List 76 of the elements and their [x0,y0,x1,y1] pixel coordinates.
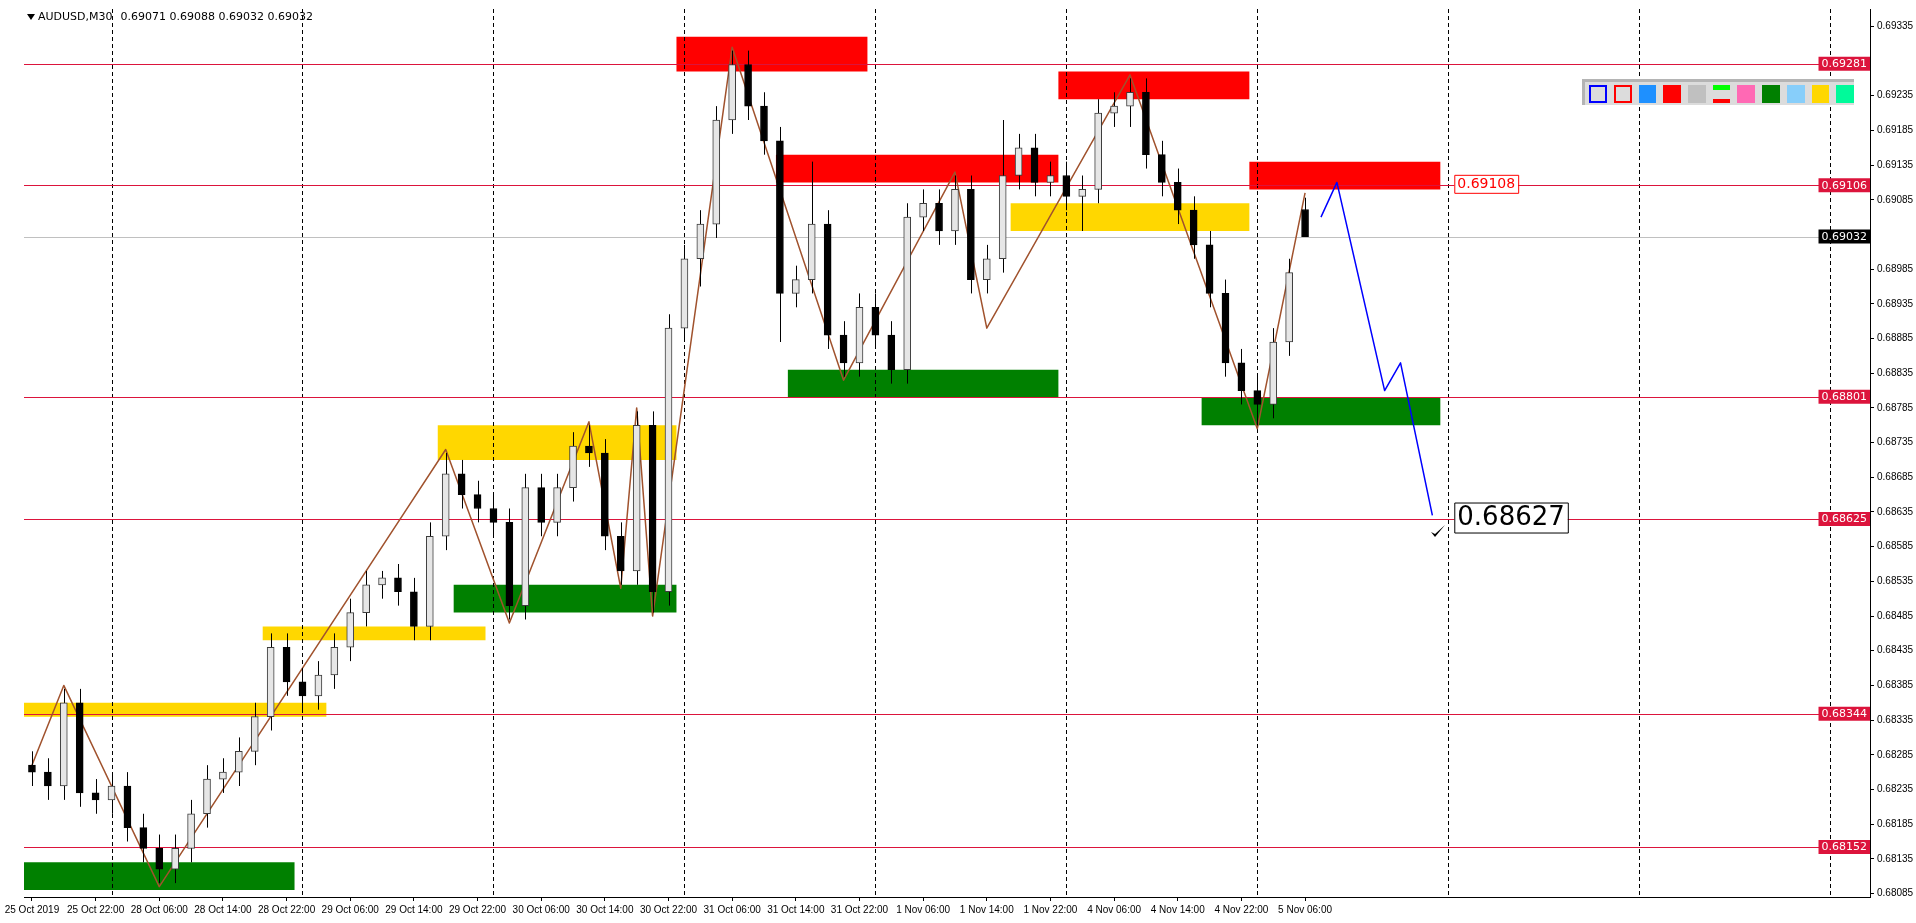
x-tick-label: 1 Nov 14:00 [959,903,1015,915]
x-tick-label: 31 Oct 06:00 [703,903,762,915]
ref-line-label: 0.68152 [1821,840,1868,854]
candlestick [394,563,402,607]
x-tick-label: 30 Oct 06:00 [512,903,571,915]
x-tick-label: 1 Nov 06:00 [896,903,951,915]
y-tick-label: 0.68085 [1877,887,1914,899]
x-tick-label: 4 Nov 06:00 [1087,903,1142,915]
x-tick-label: 28 Oct 14:00 [194,903,252,915]
y-tick-label: 0.68985 [1877,262,1914,274]
candlestick [1046,161,1055,197]
candlestick [982,244,991,294]
y-tick-label: 0.68335 [1877,713,1914,725]
y-tick-label: 0.68885 [1877,332,1914,344]
y-tick-label: 0.69335 [1877,20,1914,32]
y-tick-label: 0.68585 [1877,540,1914,552]
ref-line-label: 0.68344 [1821,707,1868,721]
x-tick-label: 25 Oct 22:00 [66,903,125,915]
y-tick-label: 0.68735 [1877,436,1914,448]
y-tick-label: 0.68485 [1877,609,1914,621]
annotation: 0.68627 [1457,501,1565,532]
candlestick [1126,77,1134,128]
y-tick-label: 0.69235 [1877,89,1914,101]
chart-subtitle: 0.69071 0.69088 0.69032 0.69032 [120,9,313,23]
candlestick [585,424,593,468]
y-tick-label: 0.68635 [1877,505,1914,517]
candlestick [235,736,243,787]
candlestick [1062,161,1071,211]
y-tick-label: 0.69185 [1877,124,1914,136]
y-tick-label: 0.68235 [1877,783,1914,795]
y-tick-label: 0.68935 [1877,297,1914,309]
candlestick [791,265,800,308]
x-tick-label: 30 Oct 14:00 [576,903,634,915]
x-tick-label: 29 Oct 22:00 [448,903,507,915]
y-tick-label: 0.68185 [1877,817,1914,829]
candlestick [219,757,227,794]
x-tick-label: 25 Oct 2019 [4,903,60,915]
candlestick [1078,175,1087,232]
x-tick-label: 4 Nov 14:00 [1150,903,1206,915]
y-tick-label: 0.68435 [1877,644,1914,656]
candlestick [28,750,36,787]
candlestick [44,757,52,801]
ref-line-label: 0.68801 [1821,390,1868,404]
ref-line-label: 0.69032 [1821,229,1868,243]
x-tick-label: 1 Nov 22:00 [1023,903,1078,915]
y-tick-label: 0.68535 [1877,575,1914,587]
x-tick-label: 29 Oct 06:00 [321,903,380,915]
candlestick [457,459,466,509]
x-tick-label: 28 Oct 06:00 [130,903,189,915]
ref-line-label: 0.68625 [1821,512,1868,526]
y-tick-label: 0.68685 [1877,471,1914,483]
x-tick-label: 5 Nov 06:00 [1278,903,1333,915]
x-tick-label: 4 Nov 22:00 [1214,903,1269,915]
y-tick-label: 0.68285 [1877,748,1914,760]
x-tick-label: 31 Oct 14:00 [767,903,825,915]
chart-title: AUDUSD,M30 [38,9,113,23]
x-tick-label: 30 Oct 22:00 [639,903,698,915]
x-tick-label: 28 Oct 22:00 [257,903,316,915]
candlestick [919,188,927,232]
candlestick [171,834,180,884]
x-tick-label: 29 Oct 14:00 [385,903,443,915]
candlestick [139,813,148,863]
y-tick-label: 0.68835 [1877,366,1914,378]
y-tick-label: 0.69135 [1877,158,1914,170]
y-tick-label: 0.68135 [1877,852,1914,864]
candlestick [155,834,164,884]
annotation: 0.69108 [1457,175,1516,192]
candlestick [1110,91,1118,128]
ref-line-label: 0.69281 [1821,57,1868,71]
y-tick-label: 0.68385 [1877,679,1914,691]
candlestick [378,570,386,600]
y-tick-label: 0.68785 [1877,401,1914,413]
y-tick-label: 0.69085 [1877,193,1914,205]
x-tick-label: 31 Oct 22:00 [830,903,889,915]
candlestick [473,480,482,523]
ref-line-label: 0.69106 [1821,178,1868,192]
